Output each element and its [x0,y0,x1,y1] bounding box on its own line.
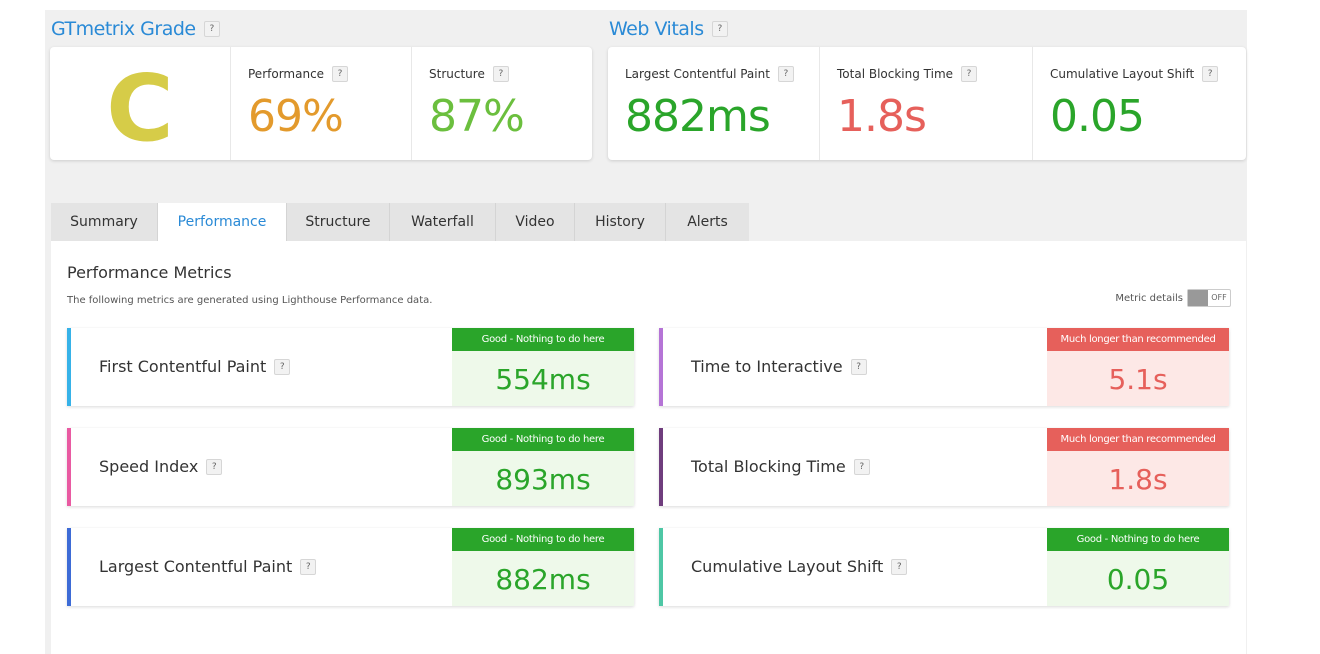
performance-value: 69% [248,91,344,142]
metric-details-label: Metric details [1115,292,1183,304]
tbt-value: 1.8s [837,91,927,142]
metric-speed-index: Speed Index ? Good - Nothing to do here … [67,428,634,506]
metric-largest-contentful-paint: Largest Contentful Paint ? Good - Nothin… [67,528,634,606]
tab-waterfall[interactable]: Waterfall [390,203,496,241]
tab-summary[interactable]: Summary [51,203,158,241]
status-badge: Good - Nothing to do here [452,428,634,451]
structure-score: Structure ? 87% [429,66,525,142]
help-icon[interactable]: ? [711,21,728,37]
metric-time-to-interactive: Time to Interactive ? Much longer than r… [659,328,1229,406]
metric-details-toggle[interactable]: OFF [1187,289,1231,307]
structure-value: 87% [429,91,525,142]
help-icon[interactable]: ? [203,21,220,37]
help-icon[interactable]: ? [206,458,223,475]
web-vitals-title: Web Vitals ? [609,18,728,40]
tab-alerts[interactable]: Alerts [666,203,749,241]
metric-details: Metric details OFF [1115,289,1231,307]
report-tabs: Summary Performance Structure Waterfall … [51,203,749,241]
tab-history[interactable]: History [575,203,666,241]
panel-title: Performance Metrics [67,263,232,282]
web-vitals-card: Largest Contentful Paint ? 882ms Total B… [608,47,1246,160]
tab-structure[interactable]: Structure [287,203,390,241]
performance-panel: Performance Metrics The following metric… [51,241,1246,654]
help-icon[interactable]: ? [850,358,867,375]
cls-value: 0.05 [1050,91,1145,142]
help-icon[interactable]: ? [300,558,317,575]
vital-cls: Cumulative Layout Shift ? 0.05 [1033,47,1246,160]
vital-tbt: Total Blocking Time ? 1.8s [820,47,1033,160]
status-badge: Much longer than recommended [1047,328,1229,351]
help-icon[interactable]: ? [1202,66,1219,82]
status-badge: Good - Nothing to do here [452,328,634,351]
performance-score: Performance ? 69% [231,47,412,160]
help-icon[interactable]: ? [492,66,509,82]
help-icon[interactable]: ? [274,358,291,375]
tab-performance[interactable]: Performance [158,203,287,241]
lcp-value: 882ms [625,91,771,142]
toggle-knob [1188,290,1208,306]
grade-cell: C [50,47,231,160]
toggle-state: OFF [1211,293,1227,302]
tab-video[interactable]: Video [496,203,575,241]
report-summary: GTmetrix Grade ? C Performance ? 69% Str… [45,10,1247,654]
status-badge: Good - Nothing to do here [1047,528,1229,551]
metric-value: 0.05 [1106,563,1170,596]
help-icon[interactable]: ? [961,66,978,82]
gtmetrix-grade-title: GTmetrix Grade ? [51,18,220,40]
status-badge: Much longer than recommended [1047,428,1229,451]
metric-first-contentful-paint: First Contentful Paint ? Good - Nothing … [67,328,634,406]
vital-lcp: Largest Contentful Paint ? 882ms [608,47,820,160]
help-icon[interactable]: ? [891,558,908,575]
grade-card: C Performance ? 69% Structure ? 87% [50,47,592,160]
help-icon[interactable]: ? [853,458,870,475]
metric-total-blocking-time: Total Blocking Time ? Much longer than r… [659,428,1229,506]
status-badge: Good - Nothing to do here [452,528,634,551]
metric-value: 1.8s [1108,463,1168,496]
metric-value: 882ms [495,563,591,596]
help-icon[interactable]: ? [332,66,349,82]
metric-cumulative-layout-shift: Cumulative Layout Shift ? Good - Nothing… [659,528,1229,606]
metric-value: 5.1s [1108,363,1168,396]
metric-value: 893ms [495,463,591,496]
grade-letter: C [106,54,174,162]
help-icon[interactable]: ? [777,66,794,82]
panel-description: The following metrics are generated usin… [67,295,433,306]
metric-value: 554ms [495,363,591,396]
